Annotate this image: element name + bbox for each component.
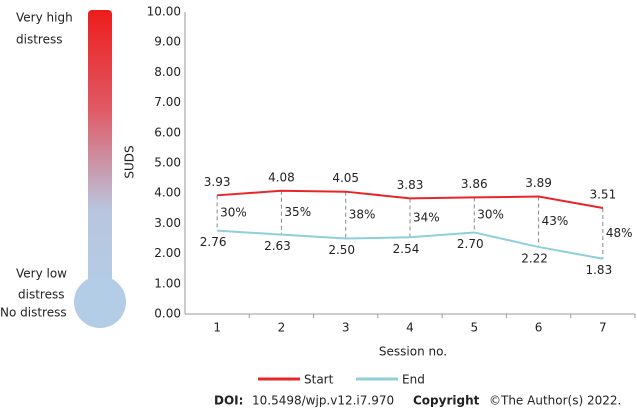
y-tick-label: 8.00 [154,65,181,79]
thermometer-bulb [74,276,126,328]
y-tick-label: 7.00 [154,95,181,109]
y-tick-label: 2.00 [154,246,181,260]
reduction-label: 48% [606,226,633,240]
x-axis-title: Session no. [379,345,447,359]
series-line [217,189,604,209]
data-label: 2.50 [328,243,355,257]
x-tick-label: 7 [599,321,607,335]
footer-copyright-label: Copyright [413,394,480,408]
footer-doi-label: DOI: [214,394,243,408]
data-label: 2.63 [264,239,291,253]
reduction-label: 35% [284,205,311,219]
data-label: 2.76 [200,235,227,249]
y-tick-label: 1.00 [154,276,181,290]
reduction-label: 30% [477,207,504,221]
data-label: 3.89 [525,176,552,190]
y-tick-label: 6.00 [154,125,181,139]
legend-label: End [402,373,425,387]
footer-doi: 10.5498/wjp.v12.i7.970 [252,394,394,408]
x-tick-label: 1 [213,321,221,335]
data-label: 2.70 [457,237,484,251]
y-tick-label: 10.00 [147,5,181,19]
data-label: 4.08 [268,170,295,184]
thermo-low-label: distress [18,288,64,302]
x-tick-label: 6 [535,321,543,335]
thermo-zero-label: No distress [0,306,67,320]
data-label: 1.83 [585,263,612,277]
legend-label: Start [304,373,334,387]
data-label: 2.54 [393,242,420,256]
y-tick-label: 4.00 [154,186,181,200]
y-axis-title: SUDS [123,145,137,178]
data-label: 3.93 [204,175,231,189]
y-tick-label: 0.00 [154,307,181,321]
y-tick-label: 3.00 [154,216,181,230]
x-tick-label: 5 [470,321,478,335]
data-label: 2.22 [521,251,548,265]
thermo-top-label: distress [16,33,62,47]
reduction-label: 34% [413,210,440,224]
y-tick-label: 9.00 [154,35,181,49]
data-label: 3.51 [589,187,616,201]
reduction-label: 43% [542,214,569,228]
thermo-low-label: Very low [16,267,67,281]
x-tick-label: 2 [278,321,286,335]
reduction-label: 30% [220,205,247,219]
x-tick-label: 3 [342,321,350,335]
data-label: 4.05 [332,171,359,185]
thermo-top-label: Very high [16,11,73,25]
reduction-label: 38% [349,208,376,222]
thermometer-tube [88,10,112,295]
series-line [217,229,604,260]
x-tick-label: 4 [406,321,414,335]
footer-copyright: ©The Author(s) 2022. [489,394,621,408]
data-label: 3.86 [461,177,488,191]
data-label: 3.83 [397,178,424,192]
y-tick-label: 5.00 [154,156,181,170]
